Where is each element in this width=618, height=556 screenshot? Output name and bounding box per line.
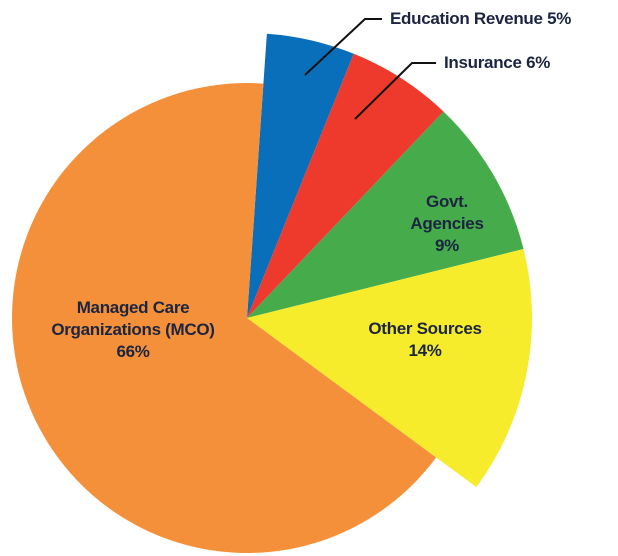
category-label: Insurance (444, 53, 522, 72)
slice-label: Education Revenue 5% (390, 8, 571, 30)
category-label: Managed Care Organizations (MCO) (51, 298, 215, 339)
value-label: 6% (526, 53, 551, 72)
value-label: 5% (547, 9, 572, 28)
slice-label: Other Sources 14% (345, 318, 505, 362)
value-label: 14% (408, 341, 442, 360)
leader-line (354, 62, 436, 120)
pie-slice (247, 33, 354, 318)
value-label: 9% (435, 236, 459, 255)
pie-slice (247, 111, 524, 318)
pie-slice (247, 249, 532, 488)
pie-slice (247, 53, 444, 319)
slice-label: Insurance 6% (444, 52, 550, 74)
category-label: Govt. Agencies (410, 192, 484, 233)
leader-line (304, 18, 382, 76)
category-label: Other Sources (368, 319, 482, 338)
category-label: Education Revenue (390, 9, 543, 28)
slice-label: Managed Care Organizations (MCO) 66% (23, 297, 243, 363)
slice-label: Govt. Agencies 9% (402, 191, 492, 257)
pie-slice (12, 82, 437, 553)
value-label: 66% (116, 342, 150, 361)
